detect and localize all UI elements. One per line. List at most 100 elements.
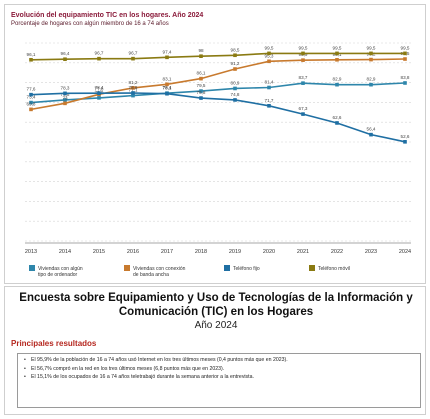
data-point (29, 100, 33, 105)
report-title-line2: Comunicación (TIC) en los Hogares (118, 306, 314, 318)
series-line (30, 52, 405, 61)
data-point (29, 57, 33, 62)
legend-swatch (224, 265, 230, 271)
report-year: Año 2024 (194, 320, 238, 331)
data-label: 73 (62, 95, 68, 100)
data-point (267, 85, 271, 90)
legend-swatch (124, 265, 130, 271)
x-tick-label: 2023 (365, 249, 377, 255)
results-heading: Principales resultados (11, 339, 97, 348)
data-point (335, 51, 339, 56)
x-tick-label: 2021 (297, 249, 309, 255)
data-label: 96,1 (27, 52, 36, 57)
data-point (131, 91, 135, 95)
data-label: 78,1 (163, 86, 172, 91)
data-point (369, 82, 373, 87)
data-label: 99,5 (333, 45, 342, 50)
data-label: 77,8 (95, 86, 104, 91)
result-text: El 15,1% de los ocupados de 16 a 74 años… (31, 374, 254, 380)
series-line (30, 82, 406, 104)
x-tick-label: 2016 (127, 249, 139, 255)
data-label: 99,5 (265, 45, 274, 50)
data-point (63, 57, 67, 62)
legend-label: Teléfono fijo (233, 266, 260, 272)
data-label: 97,4 (163, 49, 172, 54)
data-point (199, 89, 203, 93)
data-point (267, 51, 271, 56)
data-point (301, 58, 305, 62)
data-label: 99,5 (299, 45, 308, 50)
bullet-marker: • (24, 374, 26, 380)
data-point (131, 56, 135, 61)
data-label: 77,6 (27, 87, 36, 92)
data-point (131, 86, 135, 90)
data-point (335, 82, 339, 87)
x-tick-label: 2014 (59, 249, 71, 255)
chart-panel: Evolución del equipamiento TIC en los ho… (4, 4, 426, 284)
data-point (233, 53, 237, 58)
x-tick-label: 2019 (229, 249, 241, 255)
data-label: 98,5 (231, 47, 240, 52)
data-label: 75,8 (197, 90, 206, 95)
data-label: 96,7 (95, 51, 104, 56)
data-label: 98 (198, 48, 204, 53)
data-point (233, 98, 237, 102)
x-tick-label: 2020 (263, 249, 275, 255)
data-label: 56,4 (367, 127, 376, 132)
data-point (199, 96, 203, 100)
data-label: 99,5 (367, 45, 376, 50)
bullet-marker: • (24, 357, 26, 363)
data-label: 82,9 (333, 77, 342, 82)
result-item: • El 56,7% compró en la red en los tres … (24, 366, 414, 374)
data-point (165, 55, 169, 60)
x-tick-label: 2018 (195, 249, 207, 255)
data-point (29, 92, 33, 97)
data-label: 96,7 (129, 51, 138, 56)
data-point (233, 67, 237, 71)
result-item: • El 15,1% de los ocupados de 16 a 74 añ… (24, 374, 414, 382)
data-point (63, 101, 67, 106)
x-tick-label: 2013 (25, 249, 37, 255)
data-label: 99,5 (401, 45, 410, 50)
data-point (335, 57, 339, 62)
data-point (199, 76, 203, 81)
data-point (199, 54, 203, 58)
bullet-marker: • (24, 365, 26, 372)
data-point (403, 81, 407, 85)
data-point (97, 91, 101, 95)
data-point (165, 82, 169, 87)
chart-title: Evolución del equipamiento TIC en los ho… (11, 12, 204, 19)
report-title-line1: Encuesta sobre Equipamiento y Uso de Tec… (19, 292, 413, 304)
x-tick-label: 2024 (399, 249, 411, 255)
data-label: 78,4 (163, 85, 172, 90)
data-label: 69,8 (27, 101, 36, 106)
x-tick-label: 2017 (161, 249, 173, 255)
data-label: 73,4 (27, 95, 36, 100)
line-chart: 2013 2014 2015 2016 2017 2018 2019 2020 2021 2022… (25, 42, 411, 278)
legend-swatch (29, 265, 35, 271)
data-label: 78,5 (129, 85, 138, 90)
data-point (369, 51, 373, 56)
series-line (30, 58, 406, 111)
data-label: 95,3 (265, 53, 274, 58)
legend-swatch (309, 265, 315, 271)
data-point (267, 103, 271, 108)
report-section: Encuesta sobre Equipamiento y Uso de Tec… (4, 286, 426, 415)
data-label: 83,7 (299, 75, 308, 80)
data-point (63, 91, 67, 96)
data-label: 78,4 (95, 85, 104, 90)
data-label: 77,1 (129, 88, 138, 93)
data-label: 74,8 (231, 92, 240, 97)
data-label: 86,1 (197, 71, 206, 76)
data-label: 83,8 (401, 75, 410, 80)
data-point (403, 140, 407, 144)
legend-label: Viviendas con algún tipo de ordenador (38, 266, 83, 278)
data-point (267, 59, 271, 64)
data-point (335, 121, 339, 125)
report-title: Encuesta sobre Equipamiento y Uso de Tec… (5, 291, 427, 319)
data-point (301, 112, 305, 116)
data-label: 71,7 (265, 98, 274, 103)
series-line (30, 92, 406, 143)
x-tick-label: 2022 (331, 249, 343, 255)
